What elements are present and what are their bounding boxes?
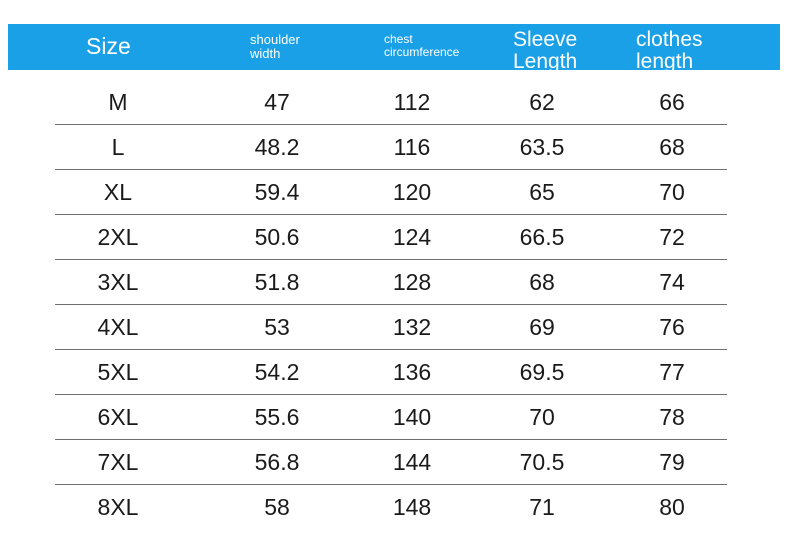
cell-clothes-length: 78	[659, 404, 685, 430]
cell-shoulder-width: 48.2	[254, 134, 300, 160]
table-row: 6XL 55.6 140 70 78	[55, 395, 727, 440]
table-row: 5XL 54.2 136 69.5 77	[55, 350, 727, 395]
header-sleeve-length: Sleeve Length	[513, 28, 578, 70]
size-table-body: M 47 112 62 66 L 48.2 116 63.5 68 XL 59.…	[55, 80, 727, 530]
header-shoulder-line2: width	[250, 46, 281, 62]
cell-clothes-length: 72	[659, 224, 685, 250]
header-clothes-length: clothes length	[636, 28, 703, 70]
cell-chest-circumference: 124	[392, 224, 432, 250]
table-row: 7XL 56.8 144 70.5 79	[55, 440, 727, 485]
cell-shoulder-width: 56.8	[254, 449, 300, 475]
header-shoulder-line1: shoulder	[250, 32, 300, 47]
header-chest-line2: circumference	[384, 45, 460, 60]
cell-clothes-length: 79	[659, 449, 685, 475]
cell-sleeve-length: 69.5	[519, 359, 565, 385]
header-size: Size	[86, 33, 131, 59]
cell-size: M	[108, 89, 128, 115]
header-sleeve-line2: Length	[513, 50, 578, 70]
header-clothes-line2: length	[636, 50, 694, 70]
cell-chest-circumference: 112	[393, 89, 431, 115]
table-row: M 47 112 62 66	[55, 80, 727, 125]
header-chest-circumference: chest circumference	[384, 32, 460, 60]
table-row: L 48.2 116 63.5 68	[55, 125, 727, 170]
cell-size: 4XL	[97, 314, 139, 340]
cell-sleeve-length: 69	[529, 314, 555, 340]
cell-size: XL	[103, 179, 133, 205]
table-row: 2XL 50.6 124 66.5 72	[55, 215, 727, 260]
cell-sleeve-length: 70.5	[519, 449, 565, 475]
cell-shoulder-width: 59.4	[254, 179, 300, 205]
cell-clothes-length: 66	[659, 89, 685, 115]
cell-chest-circumference: 148	[392, 494, 432, 520]
table-row: 3XL 51.8 128 68 74	[55, 260, 727, 305]
cell-sleeve-length: 62	[529, 89, 555, 115]
cell-clothes-length: 80	[659, 494, 685, 520]
cell-chest-circumference: 128	[392, 269, 432, 295]
cell-chest-circumference: 120	[392, 179, 432, 205]
table-row: XL 59.4 120 65 70	[55, 170, 727, 215]
cell-shoulder-width: 54.2	[254, 359, 300, 385]
cell-chest-circumference: 140	[392, 404, 432, 430]
cell-sleeve-length: 65	[529, 179, 555, 205]
cell-size: 5XL	[97, 359, 139, 385]
cell-clothes-length: 76	[659, 314, 685, 340]
cell-size: 2XL	[97, 224, 139, 250]
size-table-header: Size shoulder width chest circumference …	[8, 24, 780, 70]
header-clothes-line1: clothes	[636, 28, 703, 51]
cell-chest-circumference: 136	[392, 359, 432, 385]
cell-sleeve-length: 71	[529, 494, 555, 520]
cell-sleeve-length: 70	[529, 404, 555, 430]
cell-chest-circumference: 132	[392, 314, 432, 340]
header-shoulder-width: shoulder width	[250, 32, 300, 62]
cell-sleeve-length: 63.5	[519, 134, 565, 160]
cell-clothes-length: 74	[659, 269, 685, 295]
cell-size: 8XL	[97, 494, 139, 520]
header-chest-line1: chest	[384, 32, 413, 46]
table-row: 4XL 53 132 69 76	[55, 305, 727, 350]
cell-chest-circumference: 144	[392, 449, 432, 475]
cell-clothes-length: 70	[659, 179, 685, 205]
table-row: 8XL 58 148 71 80	[55, 485, 727, 530]
cell-sleeve-length: 68	[529, 269, 555, 295]
cell-shoulder-width: 47	[264, 89, 290, 115]
cell-shoulder-width: 50.6	[254, 224, 300, 250]
cell-clothes-length: 77	[659, 359, 685, 385]
cell-sleeve-length: 66.5	[519, 224, 565, 250]
cell-size: 6XL	[97, 404, 139, 430]
cell-size: 7XL	[97, 449, 139, 475]
cell-shoulder-width: 53	[264, 314, 290, 340]
cell-shoulder-width: 51.8	[254, 269, 300, 295]
cell-chest-circumference: 116	[393, 134, 431, 160]
header-sleeve-line1: Sleeve	[513, 28, 578, 51]
cell-clothes-length: 68	[659, 134, 685, 160]
cell-shoulder-width: 55.6	[254, 404, 300, 430]
cell-size: 3XL	[97, 269, 139, 295]
cell-size: L	[111, 134, 125, 160]
cell-shoulder-width: 58	[264, 494, 290, 520]
